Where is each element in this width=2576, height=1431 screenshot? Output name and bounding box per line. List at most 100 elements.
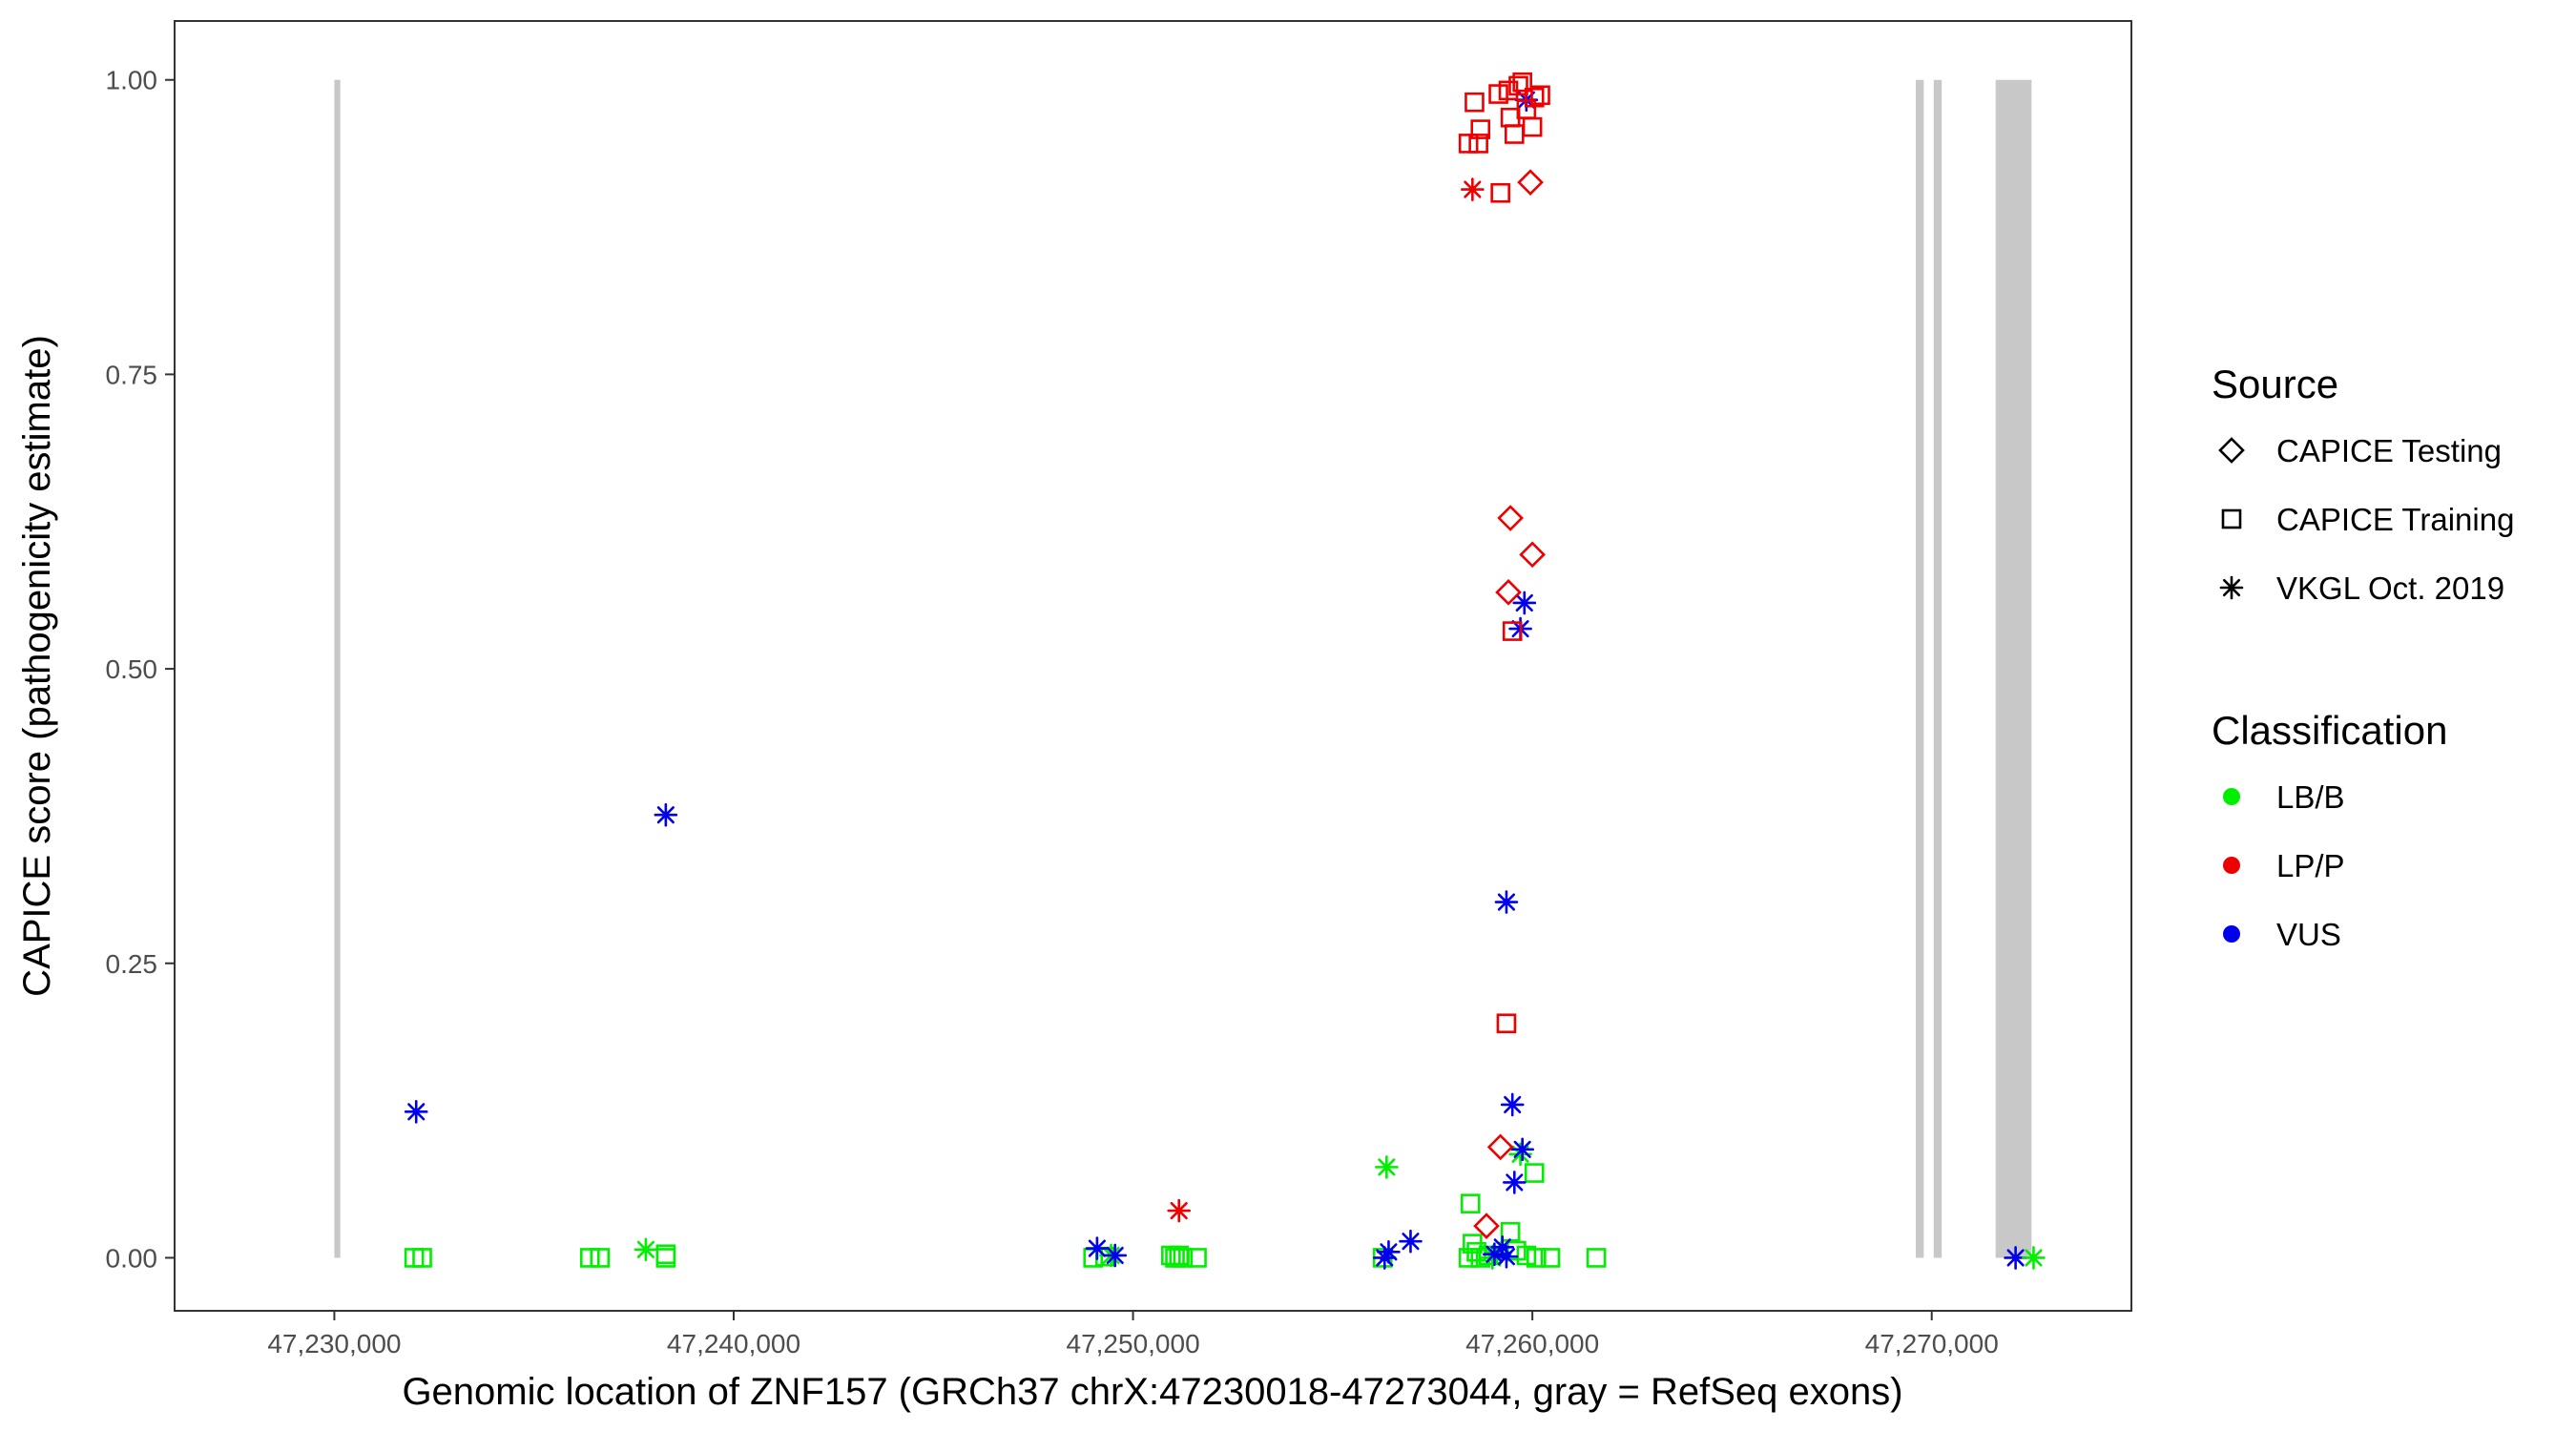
data-point xyxy=(1461,177,1485,201)
data-point xyxy=(1519,541,1546,569)
legend-key-dot xyxy=(2223,857,2240,874)
legend-label: CAPICE Training xyxy=(2276,502,2514,537)
square-marker xyxy=(590,1248,611,1268)
asterisk-marker xyxy=(634,1237,658,1262)
data-points xyxy=(404,72,2046,1270)
asterisk-marker xyxy=(1377,1239,1401,1264)
data-point xyxy=(1508,1142,1532,1167)
legend-key-square xyxy=(2221,508,2242,529)
asterisk-marker xyxy=(1494,890,1519,914)
square-marker xyxy=(2221,508,2242,529)
legend-label: VKGL Oct. 2019 xyxy=(2276,570,2504,606)
square-marker xyxy=(1173,1248,1194,1268)
square-marker xyxy=(1468,134,1488,154)
asterisk-marker xyxy=(1167,1198,1192,1223)
data-point xyxy=(1495,578,1522,606)
data-point xyxy=(1399,1229,1423,1254)
data-point xyxy=(1586,1248,1607,1268)
legend-key-asterisk xyxy=(2219,575,2244,600)
legend-label: LB/B xyxy=(2276,779,2345,815)
data-point xyxy=(2004,1246,2027,1270)
asterisk-marker xyxy=(1399,1229,1423,1254)
data-point xyxy=(1468,134,1488,154)
data-point xyxy=(1488,84,1508,104)
asterisk-marker xyxy=(1375,1155,1399,1179)
square-marker xyxy=(1506,1240,1527,1261)
diamond-marker xyxy=(1486,1133,1514,1161)
asterisk-marker xyxy=(1085,1236,1110,1260)
square-marker xyxy=(1508,75,1528,96)
data-point xyxy=(1524,87,1545,108)
square-marker xyxy=(1540,1248,1561,1268)
data-point xyxy=(1460,1193,1481,1213)
data-point xyxy=(1517,169,1544,196)
square-marker xyxy=(1490,182,1510,203)
y-tick-label: 1.00 xyxy=(106,66,158,95)
data-point xyxy=(1375,1155,1399,1179)
data-point xyxy=(590,1248,611,1268)
square-marker xyxy=(1586,1248,1607,1268)
asterisk-marker xyxy=(1461,177,1485,201)
diamond-marker xyxy=(1495,578,1522,606)
data-point xyxy=(1085,1236,1110,1260)
square-marker xyxy=(1488,84,1508,104)
square-marker xyxy=(1530,85,1550,106)
data-point xyxy=(1490,1235,1515,1259)
legend-label: LP/P xyxy=(2276,848,2345,883)
square-marker xyxy=(1458,134,1479,154)
data-point xyxy=(1512,72,1532,93)
data-point xyxy=(412,1248,432,1268)
exon-band xyxy=(334,79,341,1258)
data-point xyxy=(1496,1013,1517,1034)
square-marker xyxy=(1496,1013,1517,1034)
data-point xyxy=(1500,1092,1525,1117)
diamond-marker xyxy=(2218,437,2245,464)
y-tick-label: 0.75 xyxy=(106,360,158,389)
data-point xyxy=(1510,1137,1534,1162)
asterisk-marker xyxy=(1494,1244,1519,1269)
square-marker xyxy=(1512,72,1532,93)
data-point xyxy=(655,1248,676,1268)
data-point xyxy=(1458,134,1479,154)
asterisk-marker xyxy=(1508,1142,1532,1167)
legend-key-diamond xyxy=(2218,437,2245,464)
asterisk-marker xyxy=(2004,1246,2027,1270)
data-point xyxy=(1470,119,1491,139)
diamond-marker xyxy=(1517,169,1544,196)
y-tick-label: 0.50 xyxy=(106,654,158,684)
data-point xyxy=(1512,591,1537,615)
exon-band xyxy=(1915,79,1924,1258)
data-point xyxy=(1473,1213,1500,1239)
diamond-marker xyxy=(1473,1213,1500,1239)
legend-key-dot xyxy=(2223,788,2240,805)
x-tick-label: 47,230,000 xyxy=(267,1329,401,1358)
data-point xyxy=(2022,1246,2046,1270)
legend-key-dot xyxy=(2223,925,2240,943)
square-marker xyxy=(1187,1248,1207,1268)
y-tick-label: 0.00 xyxy=(106,1243,158,1273)
x-tick-label: 47,260,000 xyxy=(1465,1329,1599,1358)
data-point xyxy=(1522,116,1543,137)
data-point xyxy=(1167,1198,1192,1223)
x-axis-title: Genomic location of ZNF157 (GRCh37 chrX:… xyxy=(402,1371,1902,1413)
square-marker xyxy=(1516,1245,1537,1266)
data-point xyxy=(1497,505,1524,531)
square-marker xyxy=(1465,92,1485,113)
x-tick-label: 47,250,000 xyxy=(1067,1329,1200,1358)
asterisk-marker xyxy=(2022,1246,2046,1270)
exon-bands xyxy=(334,79,2032,1258)
data-point xyxy=(1506,1240,1527,1261)
asterisk-marker xyxy=(1490,1235,1515,1259)
square-marker xyxy=(1522,116,1543,137)
x-tick-label: 47,240,000 xyxy=(667,1329,800,1358)
data-point xyxy=(1502,621,1523,641)
diamond-marker xyxy=(1519,541,1546,569)
data-point xyxy=(1530,85,1550,106)
data-point xyxy=(1486,1133,1514,1161)
asterisk-marker xyxy=(1503,1171,1527,1194)
legend-title-classification: Classification xyxy=(2212,708,2447,753)
square-marker xyxy=(1458,1248,1479,1268)
data-point xyxy=(1524,1163,1545,1183)
